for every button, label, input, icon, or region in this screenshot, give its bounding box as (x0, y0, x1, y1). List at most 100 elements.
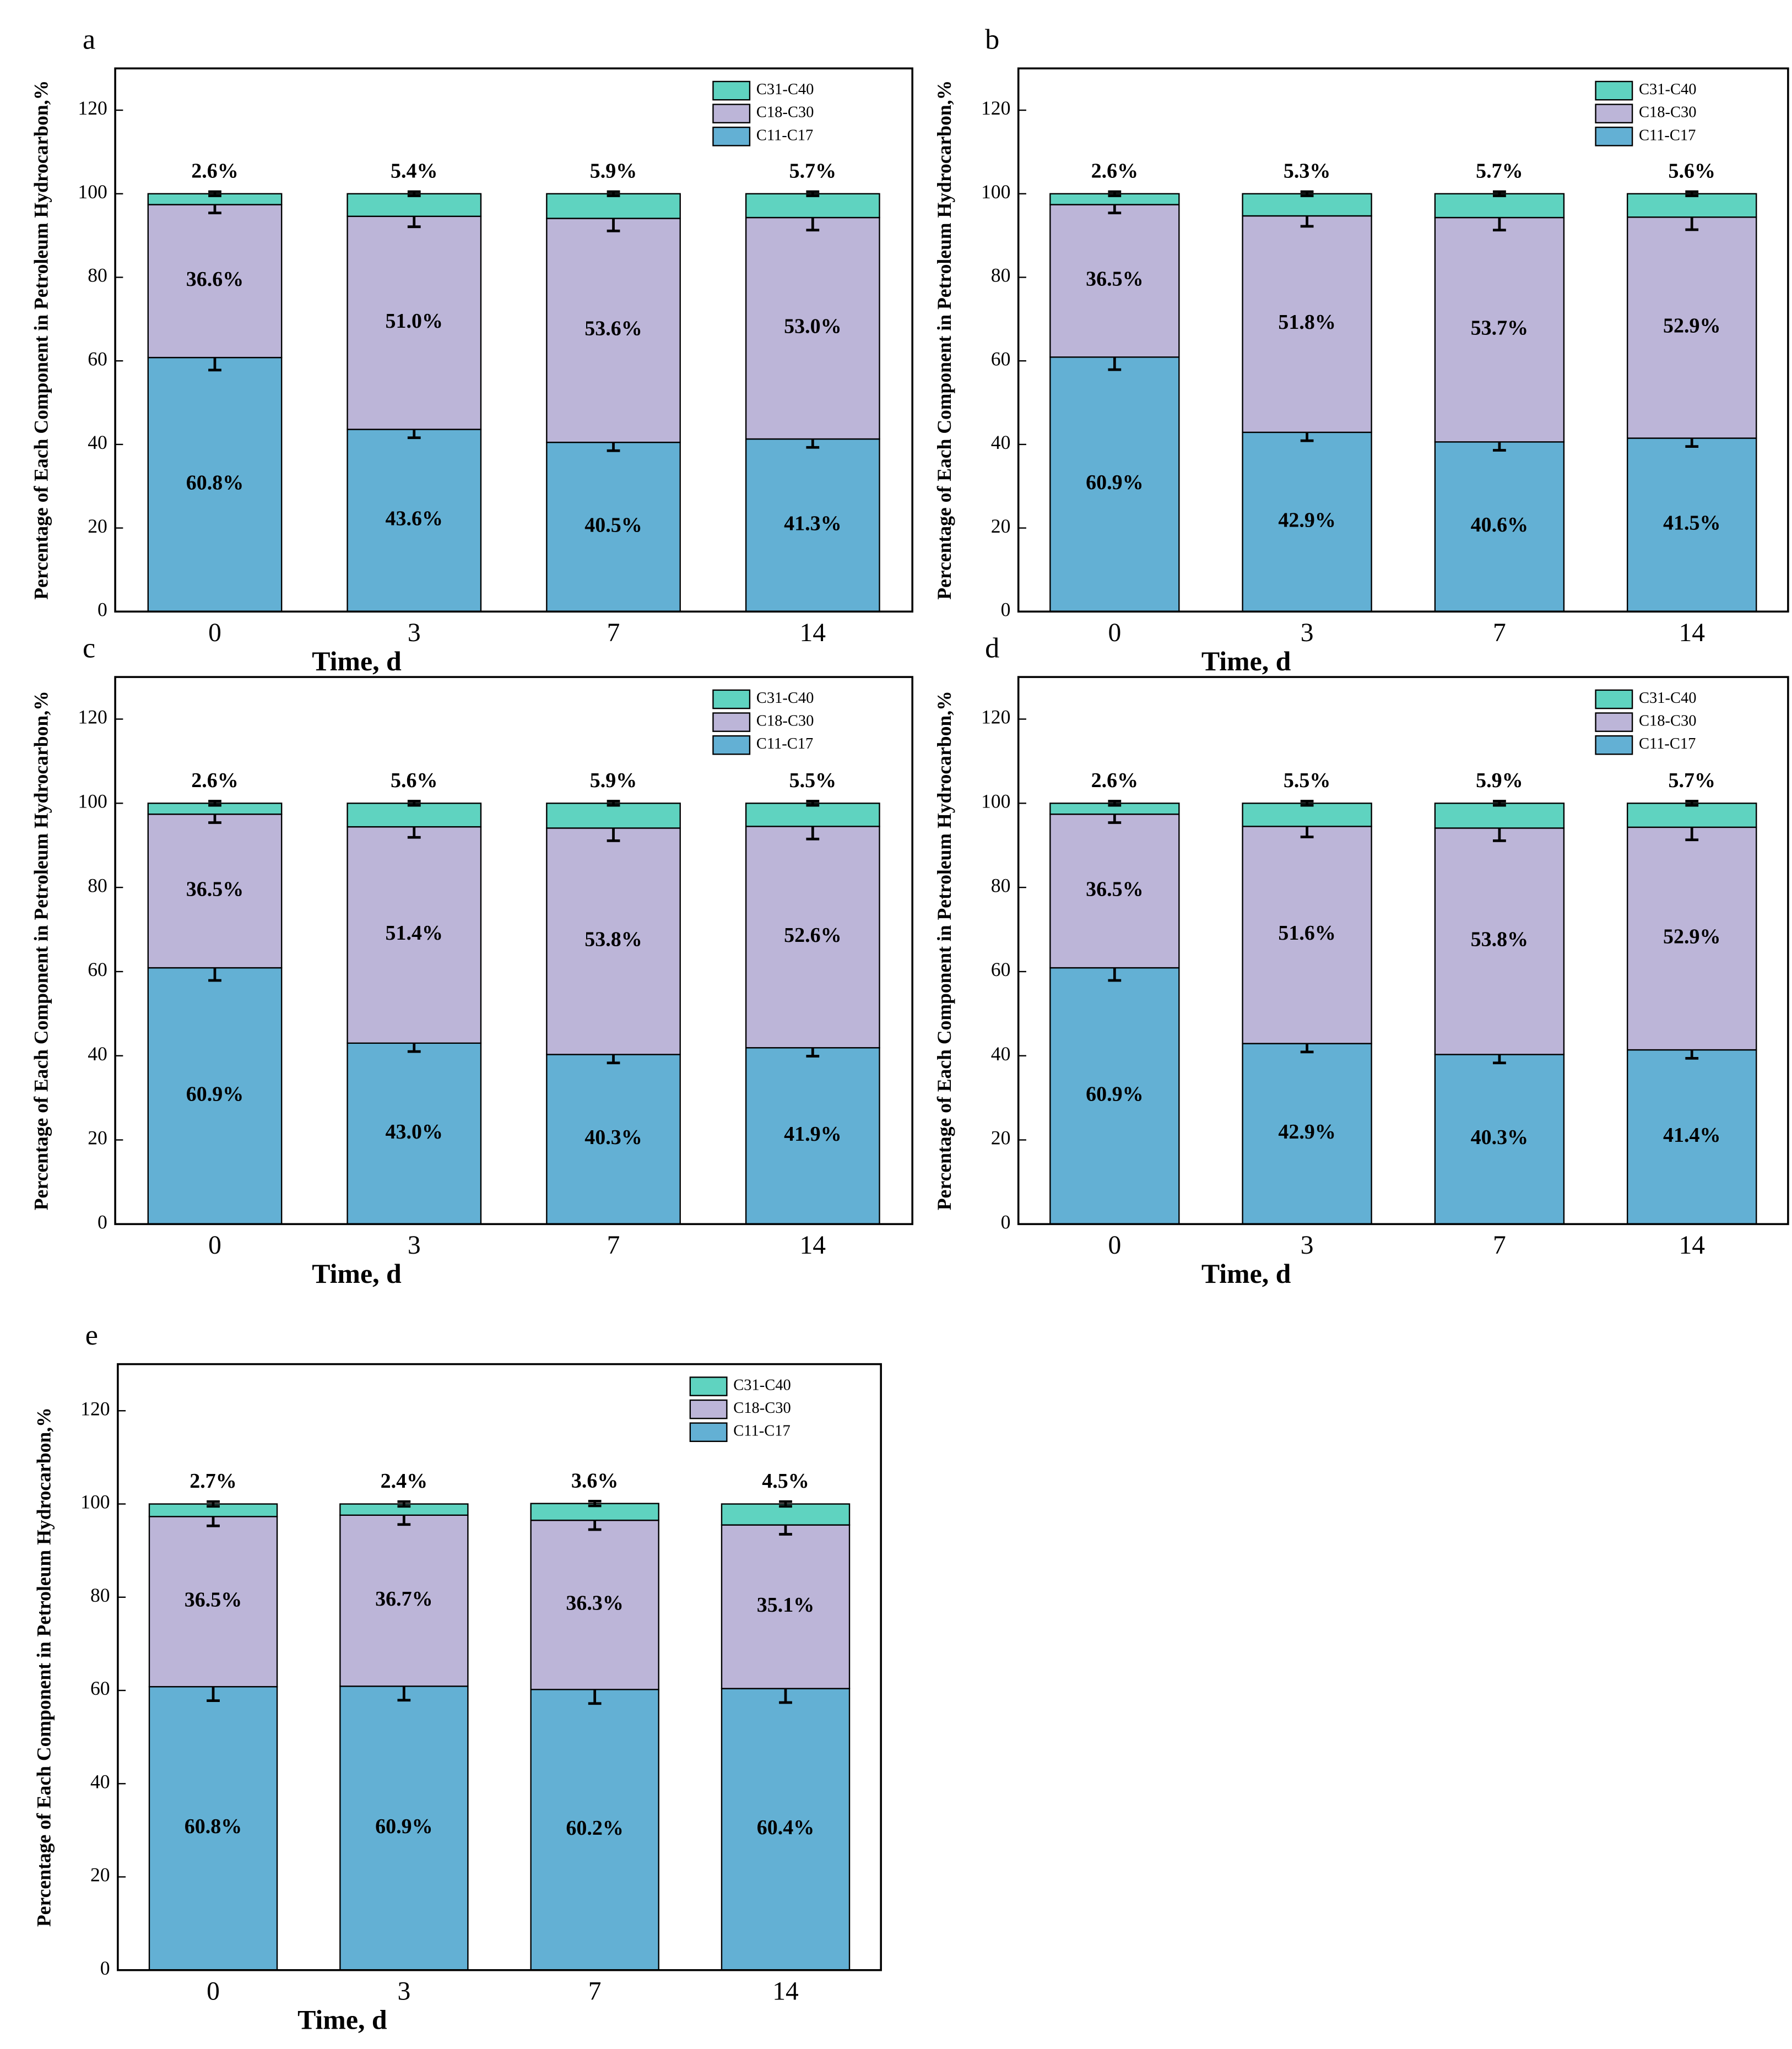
data-label: 40.3% (1471, 1126, 1529, 1149)
error-bar (806, 190, 820, 197)
legend-swatch (689, 1376, 728, 1396)
bar-segment (347, 826, 482, 1044)
legend-label: C11-C17 (1639, 735, 1696, 752)
y-tick-label: 40 (88, 431, 107, 453)
bar-segment (530, 1519, 659, 1690)
error-bar (806, 800, 820, 807)
y-tick-label: 20 (88, 1127, 107, 1149)
data-label: 52.9% (1663, 315, 1721, 338)
y-tick-label: 0 (1001, 598, 1011, 620)
panel: b 0 20 40 60 80 100 120 60.9% 42.9% 40.6% 41.5% 36.5… (933, 24, 1789, 676)
data-label: 53.8% (1471, 928, 1529, 951)
data-label: 60.8% (185, 1815, 242, 1838)
legend-label: C31-C40 (756, 690, 814, 707)
bar-segment (745, 193, 880, 219)
x-tick-label: 3 (408, 619, 421, 647)
y-tick-label: 60 (88, 958, 107, 980)
bar-segment (148, 1516, 278, 1688)
error-bar (607, 800, 620, 807)
y-tick-label: 60 (991, 958, 1011, 980)
data-label: 5.9% (590, 769, 637, 792)
legend-swatch (1595, 104, 1633, 123)
data-label: 2.6% (1091, 769, 1139, 792)
data-label: 5.9% (590, 159, 637, 182)
data-label: 5.4% (391, 159, 438, 182)
bar-segment (1242, 803, 1372, 827)
legend-swatch (1595, 80, 1633, 101)
x-tick-label: 3 (1301, 1231, 1314, 1260)
data-label: 60.9% (1086, 1082, 1144, 1105)
y-tick-label: 40 (88, 1043, 107, 1065)
panel-label: a (83, 24, 95, 56)
legend-label: C31-C40 (733, 1377, 791, 1394)
data-label: 51.6% (1278, 921, 1336, 945)
y-axis-label: Percentage of Each Component in Petroleu… (933, 80, 955, 600)
y-tick-label: 100 (80, 1491, 110, 1513)
plot-frame (117, 1363, 882, 1971)
y-tick-label: 80 (90, 1584, 110, 1606)
data-label: 40.6% (1471, 513, 1529, 536)
bar-segment (745, 803, 880, 827)
legend-swatch (712, 104, 751, 123)
bar-segment (1434, 803, 1565, 829)
legend-label: C18-C30 (756, 713, 814, 730)
bar-segment (745, 216, 880, 440)
y-tick-label: 120 (981, 97, 1010, 119)
y-tick-label: 120 (78, 97, 107, 119)
error-bar (208, 800, 221, 807)
data-label: 5.5% (789, 769, 837, 792)
bar-segment (147, 204, 283, 359)
data-label: 5.7% (1668, 769, 1715, 792)
data-label: 60.8% (186, 471, 244, 494)
bar-segment (530, 1689, 659, 1971)
error-bar (397, 1500, 411, 1508)
data-label: 41.4% (1663, 1124, 1721, 1147)
bar-segment (546, 827, 681, 1055)
data-label: 36.5% (1086, 877, 1144, 901)
data-label: 5.3% (1284, 159, 1331, 182)
x-tick-label: 0 (1108, 1231, 1121, 1260)
bar-segment (347, 803, 482, 828)
bar-segment (347, 1042, 482, 1225)
data-label: 41.5% (1663, 512, 1721, 535)
y-tick-label: 60 (88, 348, 107, 370)
error-bar (1685, 190, 1699, 197)
error-bar (407, 800, 421, 807)
bar-segment (1434, 216, 1565, 443)
bar-segment (745, 1047, 880, 1225)
legend-swatch (1595, 735, 1633, 755)
error-bar (588, 1500, 602, 1508)
data-label: 36.6% (186, 268, 244, 291)
data-label: 60.2% (566, 1817, 624, 1840)
y-tick-label: 60 (90, 1677, 110, 1699)
y-tick-label: 0 (100, 1957, 110, 1979)
bar-segment (148, 1686, 278, 1971)
bar-segment (546, 218, 681, 443)
data-label: 60.9% (186, 1082, 244, 1105)
data-label: 51.4% (386, 921, 443, 945)
bar-segment (546, 441, 681, 612)
data-label: 53.0% (784, 315, 842, 338)
data-label: 5.7% (1476, 159, 1523, 182)
y-tick-label: 120 (80, 1397, 110, 1419)
panel-label: c (83, 632, 95, 664)
y-tick-label: 60 (991, 348, 1011, 370)
data-label: 3.6% (571, 1469, 619, 1492)
error-bar (1300, 800, 1314, 807)
data-label: 2.6% (191, 159, 239, 182)
x-tick-label: 7 (607, 1231, 620, 1260)
bar-segment (1049, 356, 1180, 612)
panel: a 0 20 40 60 80 100 120 60.8% 43.6% 40.5% 41.3% 36.6… (30, 24, 913, 676)
y-tick-label: 0 (98, 1211, 107, 1233)
x-tick-label: 7 (588, 1977, 602, 2005)
data-label: 52.6% (784, 924, 842, 947)
data-label: 51.0% (386, 310, 443, 333)
bar-segment (1434, 1054, 1565, 1225)
data-label: 43.0% (386, 1120, 443, 1143)
y-axis-label: Percentage of Each Component in Petroleu… (33, 1407, 55, 1927)
legend-swatch (712, 689, 751, 709)
data-label: 2.6% (191, 769, 239, 792)
legend-label: C11-C17 (756, 735, 813, 752)
x-tick-label: 0 (1108, 619, 1121, 647)
